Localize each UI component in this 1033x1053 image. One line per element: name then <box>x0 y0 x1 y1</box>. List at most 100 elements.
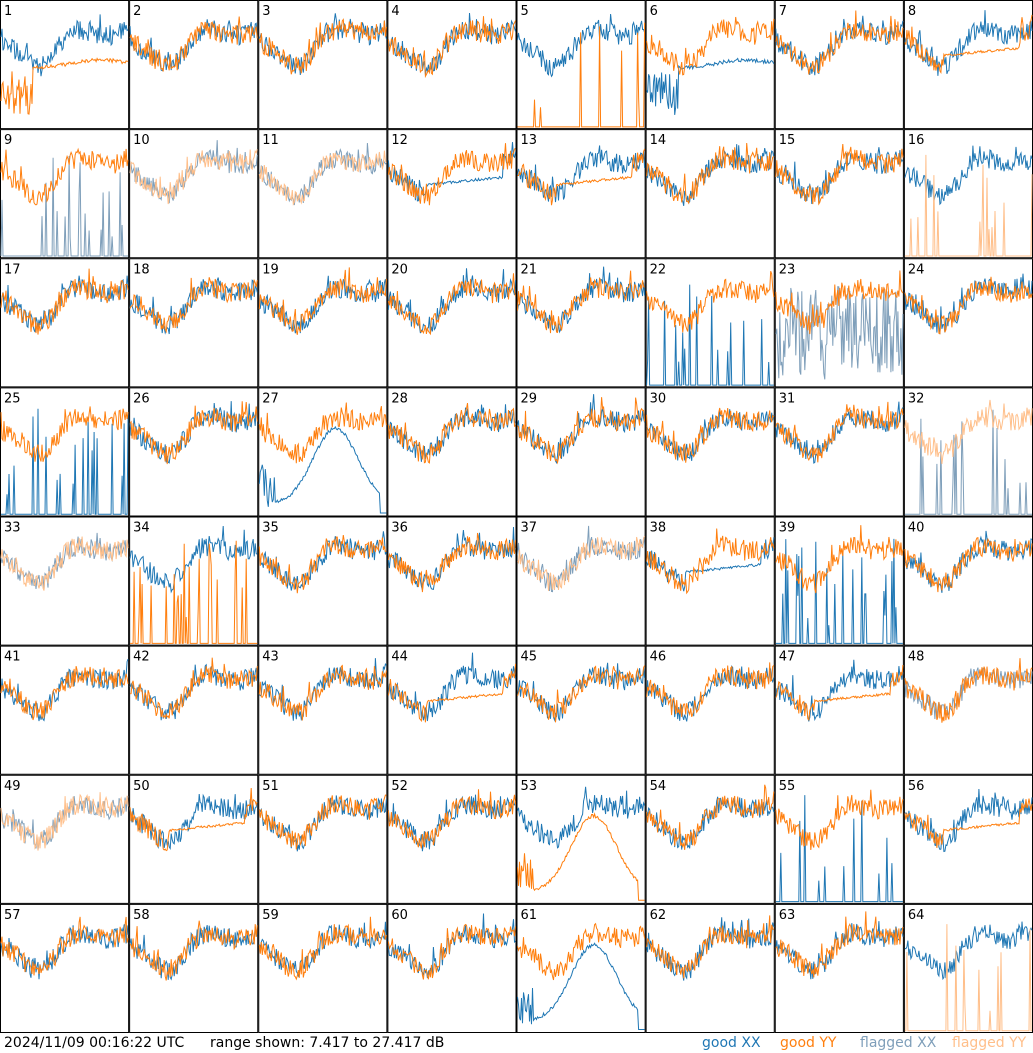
trace-good-xx <box>258 921 387 978</box>
panel-frame <box>516 774 646 904</box>
panel-label: 13 <box>521 133 538 148</box>
legend-flagged-xx-pol: XX <box>917 1035 937 1051</box>
trace-good-yy <box>387 143 516 206</box>
panel-label: 14 <box>650 133 667 148</box>
legend-good-yy: good YY <box>780 1033 836 1053</box>
panel-frame <box>903 516 1033 646</box>
trace-flagged-yy <box>0 536 129 591</box>
panel-label: 15 <box>779 133 796 148</box>
trace-good-yy <box>387 16 516 79</box>
panel-33: 33 <box>0 516 130 646</box>
trace-good-yy <box>646 142 775 205</box>
panel-label: 19 <box>262 262 279 277</box>
panel-label: 26 <box>133 391 150 406</box>
trace-good-xx <box>0 658 129 722</box>
panel-label: 53 <box>521 779 538 794</box>
panel-7: 7 <box>774 0 904 130</box>
panel-22: 22 <box>645 258 775 388</box>
trace-good-yy <box>646 407 775 463</box>
trace-good-yy <box>129 16 258 72</box>
panel-label: 38 <box>650 521 667 536</box>
trace-good-yy <box>387 273 516 336</box>
panel-frame <box>258 903 388 1033</box>
panel-51: 51 <box>258 774 388 904</box>
panel-label: 17 <box>4 262 21 277</box>
panel-24: 24 <box>903 258 1033 388</box>
panel-label: 44 <box>391 650 408 665</box>
panel-frame <box>129 129 259 259</box>
trace-good-yy <box>646 915 775 979</box>
panel-frame <box>903 0 1033 130</box>
timestamp: 2024/11/09 00:16:22 UTC <box>4 1035 185 1051</box>
legend-flagged-xx-prefix: flagged <box>860 1035 913 1051</box>
trace-good-xx <box>258 13 387 76</box>
trace-good-yy <box>904 658 1033 723</box>
panel-10: 10 <box>129 129 259 259</box>
trace-good-yy <box>0 665 129 721</box>
panel-frame <box>0 387 130 517</box>
panel-23: 23 <box>774 258 904 388</box>
panel-57: 57 <box>0 903 130 1033</box>
panel-label: 36 <box>391 521 408 536</box>
panel-frame <box>258 774 388 904</box>
panel-frame <box>258 0 388 130</box>
panel-frame <box>387 516 517 646</box>
panel-label: 51 <box>262 779 279 794</box>
panel-46: 46 <box>645 645 775 775</box>
panel-label: 21 <box>521 262 538 277</box>
panel-frame <box>903 774 1033 904</box>
trace-good-yy <box>258 916 387 981</box>
panel-27: 27 <box>258 387 388 517</box>
trace-flagged-yy <box>0 792 129 851</box>
panel-frame <box>129 774 259 904</box>
trace-good-xx <box>646 284 774 386</box>
panel-label: 63 <box>779 908 796 923</box>
panel-44: 44 <box>387 645 517 775</box>
panel-label: 28 <box>391 391 408 406</box>
legend-flagged-yy-pol: YY <box>1009 1035 1027 1051</box>
trace-good-yy <box>517 812 645 901</box>
panel-label: 48 <box>908 650 925 665</box>
trace-good-yy <box>517 148 646 206</box>
panel-19: 19 <box>258 258 388 388</box>
trace-good-xx <box>646 537 775 592</box>
panel-14: 14 <box>645 129 775 259</box>
panel-18: 18 <box>129 258 259 388</box>
trace-good-yy <box>646 784 775 850</box>
trace-good-xx <box>129 19 258 72</box>
trace-good-yy <box>904 537 1033 593</box>
trace-good-yy <box>646 271 775 333</box>
panel-label: 27 <box>262 391 279 406</box>
panel-38: 38 <box>645 516 775 646</box>
trace-good-yy <box>646 662 775 718</box>
panel-frame <box>516 903 646 1033</box>
panel-frame <box>903 387 1033 517</box>
panel-label: 55 <box>779 779 796 794</box>
panel-13: 13 <box>516 129 646 259</box>
panel-frame <box>903 903 1033 1033</box>
panel-1: 1 <box>0 0 130 130</box>
trace-good-yy <box>0 147 129 206</box>
trace-good-yy <box>517 665 646 723</box>
trace-good-yy <box>387 532 516 593</box>
trace-good-yy <box>258 267 387 335</box>
panel-frame <box>0 516 130 646</box>
panel-2: 2 <box>129 0 259 130</box>
panel-49: 49 <box>0 774 130 904</box>
trace-good-yy <box>775 401 904 463</box>
panel-frame <box>774 516 904 646</box>
panel-frame <box>258 129 388 259</box>
panel-56: 56 <box>903 774 1033 904</box>
trace-flagged-yy <box>904 154 1033 257</box>
trace-good-yy <box>775 789 904 851</box>
panel-30: 30 <box>645 387 775 517</box>
panel-label: 42 <box>133 650 150 665</box>
panel-label: 62 <box>650 908 667 923</box>
panel-label: 5 <box>521 4 529 19</box>
panel-frame <box>387 0 517 130</box>
panel-8: 8 <box>903 0 1033 130</box>
panel-53: 53 <box>516 774 646 904</box>
trace-good-xx <box>517 394 646 465</box>
trace-good-xx <box>904 921 1033 981</box>
